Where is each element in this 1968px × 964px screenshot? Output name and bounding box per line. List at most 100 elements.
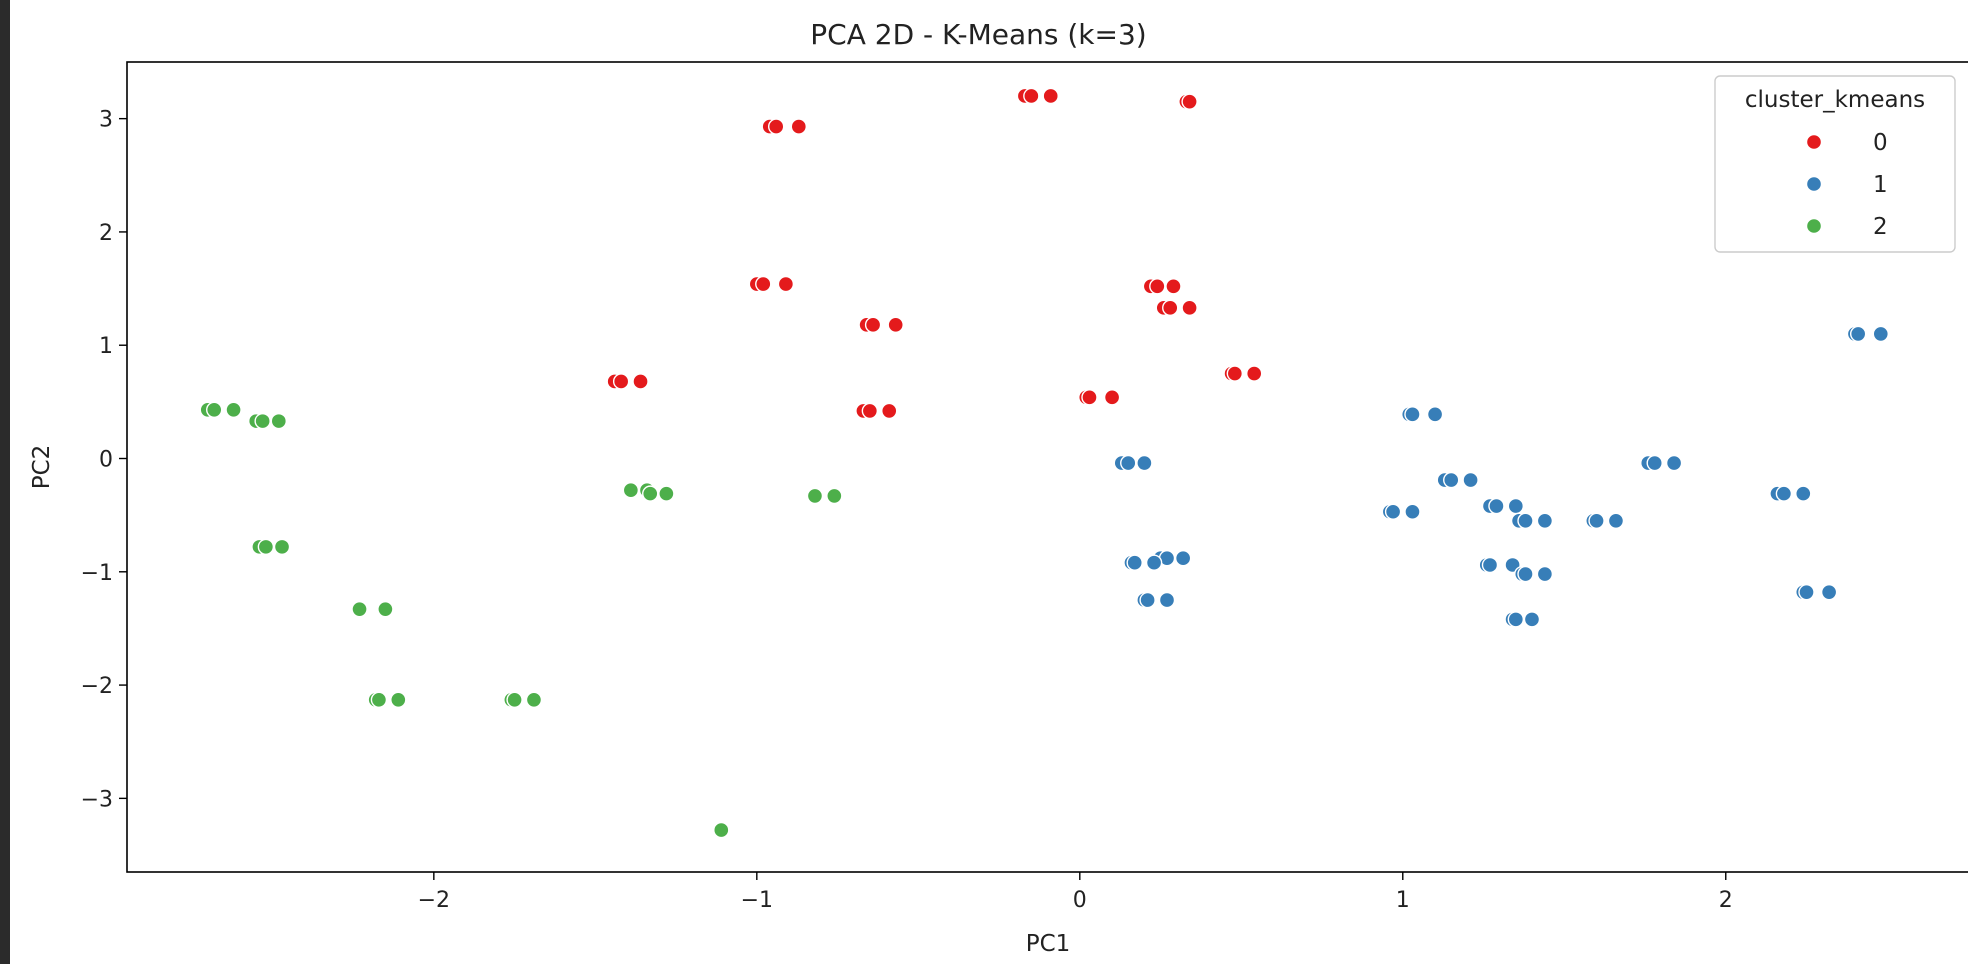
data-point-cluster-1 <box>1507 497 1525 515</box>
data-point-cluster-1 <box>1536 512 1554 530</box>
data-point-cluster-1 <box>1404 503 1421 520</box>
data-point-cluster-1 <box>1145 554 1163 571</box>
data-point-cluster-0 <box>887 316 904 334</box>
y-tick-label: 0 <box>99 448 113 473</box>
y-axis-label: PC2 <box>29 445 55 490</box>
data-point-cluster-0 <box>864 316 882 334</box>
y-tick-label: −2 <box>81 674 113 699</box>
data-point-cluster-2 <box>257 538 275 556</box>
points-layer <box>199 87 1889 839</box>
data-point-cluster-0 <box>1042 87 1059 105</box>
data-point-cluster-1 <box>1775 485 1793 502</box>
x-axis-label: PC1 <box>1026 931 1071 957</box>
data-point-cluster-2 <box>525 691 543 709</box>
data-point-cluster-1 <box>1507 611 1525 628</box>
data-point-cluster-0 <box>861 402 879 420</box>
legend-title: cluster_kmeans <box>1745 87 1925 113</box>
data-point-cluster-2 <box>622 482 640 499</box>
legend-marker-1 <box>1805 175 1823 193</box>
data-point-cluster-2 <box>506 691 523 709</box>
data-point-cluster-1 <box>1404 406 1421 423</box>
data-point-cluster-0 <box>1023 87 1040 105</box>
data-point-cluster-1 <box>1384 503 1402 520</box>
data-point-cluster-1 <box>1488 497 1505 515</box>
data-point-cluster-1 <box>1798 583 1815 601</box>
chart-title: PCA 2D - K-Means (k=3) <box>810 18 1146 51</box>
data-point-cluster-0 <box>790 118 808 135</box>
data-point-cluster-0 <box>777 275 795 293</box>
data-point-cluster-0 <box>1246 365 1263 382</box>
legend: cluster_kmeans 0 1 2 <box>1714 75 1956 253</box>
y-tick-label: 3 <box>99 108 113 133</box>
data-point-cluster-0 <box>755 275 772 293</box>
data-point-cluster-2 <box>225 401 242 418</box>
data-point-cluster-1 <box>1523 611 1541 628</box>
y-tick-label: 2 <box>99 221 113 246</box>
left-edge-bar <box>0 0 10 964</box>
data-point-cluster-1 <box>1517 565 1534 583</box>
data-point-cluster-0 <box>632 373 649 390</box>
data-point-cluster-0 <box>1103 389 1121 406</box>
data-point-cluster-1 <box>1120 454 1137 472</box>
data-point-cluster-2 <box>826 487 843 505</box>
legend-box <box>1714 75 1956 253</box>
data-point-cluster-1 <box>1481 556 1499 574</box>
legend-marker-2 <box>1805 217 1823 235</box>
x-tick-label: −1 <box>741 888 773 913</box>
data-point-cluster-2 <box>206 401 223 418</box>
data-point-cluster-2 <box>270 412 288 430</box>
legend-label-0: 0 <box>1873 130 1888 156</box>
data-point-cluster-0 <box>1162 299 1179 317</box>
data-point-cluster-2 <box>370 691 388 709</box>
data-point-cluster-2 <box>390 691 407 709</box>
data-point-cluster-2 <box>377 600 394 618</box>
y-axis: −3 −2 −1 0 1 2 3 <box>81 108 127 812</box>
data-point-cluster-0 <box>1165 278 1182 295</box>
data-point-cluster-1 <box>1795 485 1812 502</box>
data-point-cluster-1 <box>1536 565 1554 583</box>
data-point-cluster-0 <box>1081 389 1098 406</box>
data-point-cluster-2 <box>658 485 675 502</box>
data-point-cluster-2 <box>351 600 368 618</box>
plot-frame <box>126 61 1968 873</box>
data-point-cluster-1 <box>1174 549 1192 567</box>
data-point-cluster-1 <box>1426 406 1444 423</box>
data-point-cluster-1 <box>1139 591 1156 609</box>
x-tick-label: −2 <box>418 888 450 913</box>
data-point-cluster-0 <box>612 373 630 390</box>
data-point-cluster-1 <box>1588 512 1605 530</box>
data-point-cluster-0 <box>881 402 898 420</box>
data-point-cluster-2 <box>642 485 659 502</box>
data-point-cluster-0 <box>767 118 785 135</box>
y-tick-label: 1 <box>99 334 113 359</box>
data-point-cluster-2 <box>273 538 291 556</box>
data-point-cluster-2 <box>254 412 271 430</box>
legend-label-2: 2 <box>1873 214 1888 240</box>
data-point-cluster-1 <box>1849 325 1867 343</box>
legend-label-1: 1 <box>1873 172 1888 198</box>
data-point-cluster-1 <box>1665 454 1683 472</box>
x-tick-label: 2 <box>1719 888 1733 913</box>
data-point-cluster-1 <box>1607 512 1625 530</box>
data-point-cluster-1 <box>1517 512 1534 530</box>
data-point-cluster-1 <box>1872 325 1889 343</box>
data-point-cluster-1 <box>1462 471 1479 489</box>
data-point-cluster-1 <box>1126 554 1143 571</box>
x-axis: −2 −1 0 1 2 <box>418 872 1733 913</box>
data-point-cluster-1 <box>1646 454 1663 472</box>
data-point-cluster-1 <box>1136 454 1153 472</box>
data-point-cluster-0 <box>1149 278 1166 295</box>
plot-area <box>126 61 1968 873</box>
y-tick-label: −3 <box>81 787 113 812</box>
data-point-cluster-0 <box>1181 93 1198 110</box>
data-point-cluster-1 <box>1158 591 1176 609</box>
data-point-cluster-2 <box>713 821 730 839</box>
data-point-cluster-2 <box>806 487 824 505</box>
y-tick-label: −1 <box>81 561 113 586</box>
data-point-cluster-1 <box>1820 583 1838 601</box>
legend-marker-0 <box>1805 133 1823 151</box>
x-tick-label: 0 <box>1073 888 1087 913</box>
x-tick-label: 1 <box>1396 888 1410 913</box>
data-point-cluster-1 <box>1443 471 1460 489</box>
